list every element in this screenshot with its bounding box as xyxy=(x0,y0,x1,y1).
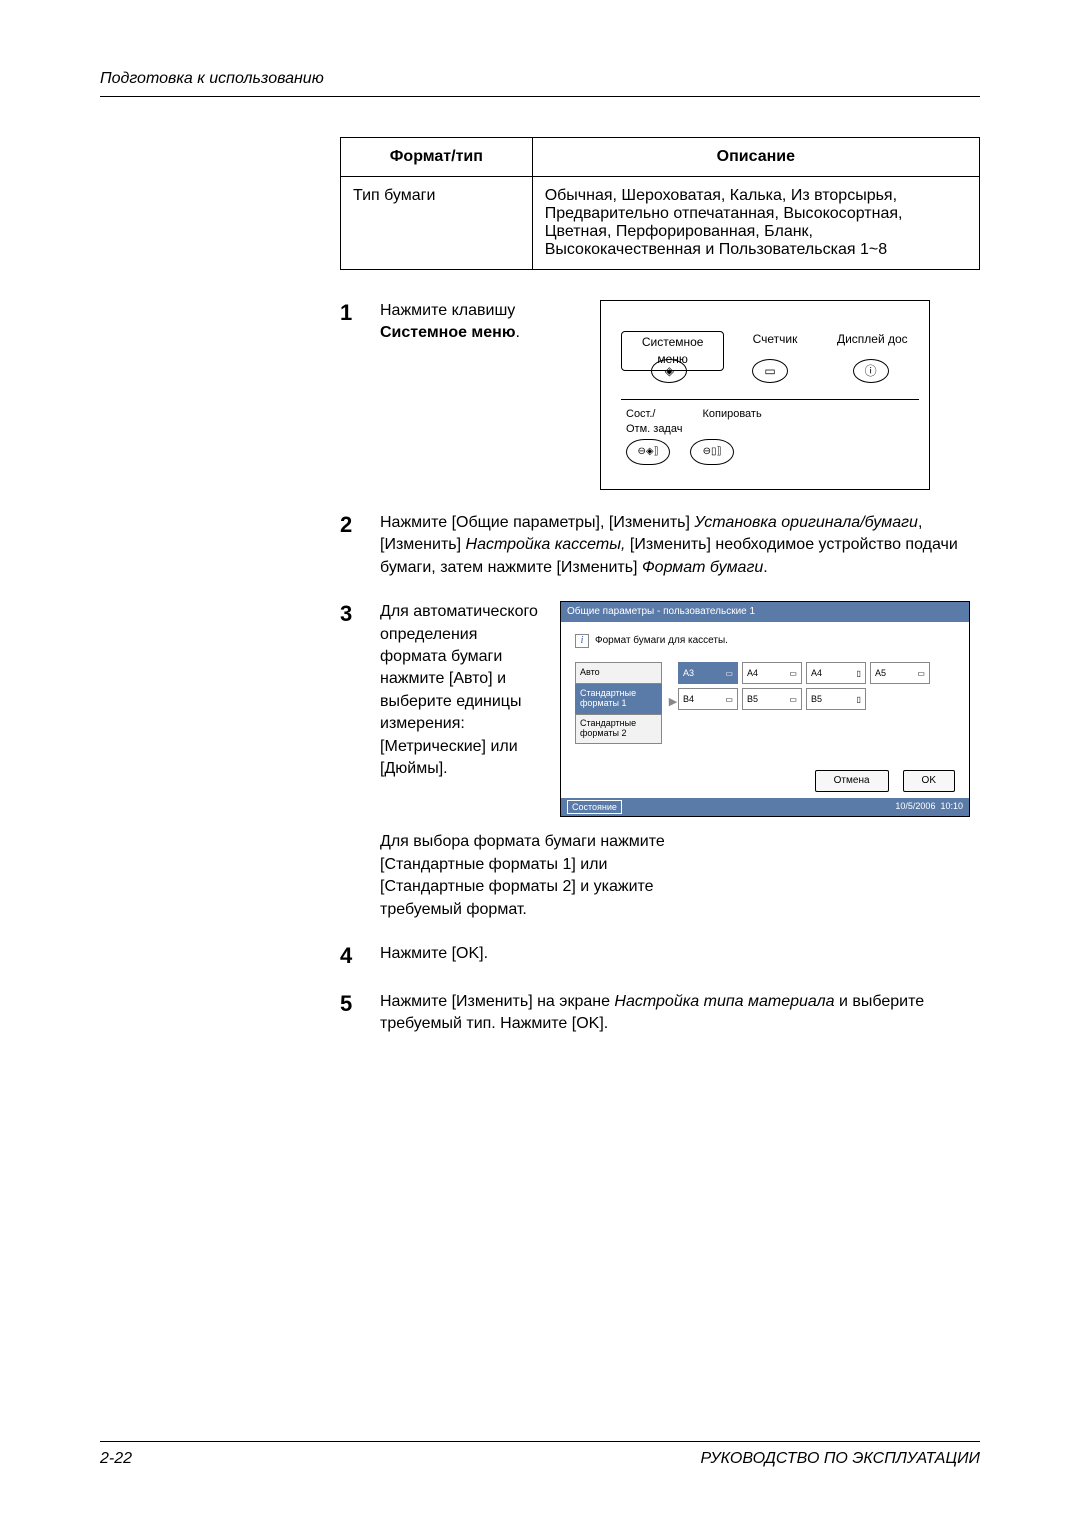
step-number: 3 xyxy=(340,601,380,921)
control-panel-illustration: Системное меню Счетчик Дисплей дос ◈ ▭ ⓘ xyxy=(600,300,930,490)
text-italic: Установка оригинала/бумаги xyxy=(694,514,918,531)
tab-std-1[interactable]: Стандартные форматы 1 xyxy=(575,684,662,714)
size-grid: A3▭ A4▭ A4▯ A5▭ B4▭ B5▭ B5▯ xyxy=(678,662,955,744)
size-a4-p[interactable]: A4▯ xyxy=(806,662,866,684)
panel-icon-3: ⓘ xyxy=(853,359,889,383)
size-b5-l[interactable]: B5▭ xyxy=(742,688,802,710)
tab-auto[interactable]: Авто xyxy=(575,662,662,684)
arrow-icon: ▶ xyxy=(668,662,678,744)
cancel-button[interactable]: Отмена xyxy=(815,770,889,792)
size-a5[interactable]: A5▭ xyxy=(870,662,930,684)
step-number: 2 xyxy=(340,512,380,579)
format-type-table: Формат/тип Описание Тип бумаги Обычная, … xyxy=(340,137,980,270)
step-number: 4 xyxy=(340,943,380,969)
footer-title: РУКОВОДСТВО ПО ЭКСПЛУАТАЦИИ xyxy=(700,1450,980,1468)
step-3: 3 Для автоматического определения формат… xyxy=(340,601,980,921)
size-a3[interactable]: A3▭ xyxy=(678,662,738,684)
page-number: 2-22 xyxy=(100,1450,132,1468)
screen-info-text: Формат бумаги для кассеты. xyxy=(595,634,728,648)
text: Нажмите [Общие параметры], [Изменить] xyxy=(380,514,694,531)
panel-divider xyxy=(621,399,919,400)
panel-label-copy: Копировать xyxy=(702,407,761,438)
text: Сост./ xyxy=(626,408,656,420)
panel-icon-1: ◈ xyxy=(651,359,687,383)
info-icon: i xyxy=(575,634,589,648)
printer-screen-illustration: Общие параметры - пользовательские 1 i Ф… xyxy=(560,601,970,817)
step-number: 1 xyxy=(340,300,380,490)
screen-info-row: i Формат бумаги для кассеты. xyxy=(575,634,955,648)
panel-bottom-icon-2: ⊖▯⟧ xyxy=(690,439,734,465)
step-1-text: Нажмите клавишу Системное меню. xyxy=(380,300,580,490)
step-2: 2 Нажмите [Общие параметры], [Изменить] … xyxy=(340,512,980,579)
size-a4-l[interactable]: A4▭ xyxy=(742,662,802,684)
screen-title: Общие параметры - пользовательские 1 xyxy=(561,602,969,622)
step-3-text-2: Для выбора формата бумаги нажмите [Станд… xyxy=(380,831,680,921)
text: Нажмите [Изменить] на экране xyxy=(380,993,614,1010)
text-italic: Формат бумаги xyxy=(642,559,763,576)
step-5: 5 Нажмите [Изменить] на экране Настройка… xyxy=(340,991,980,1036)
tab-std-2[interactable]: Стандартные форматы 2 xyxy=(575,714,662,744)
step-5-text: Нажмите [Изменить] на экране Настройка т… xyxy=(380,991,980,1036)
page-footer: 2-22 РУКОВОДСТВО ПО ЭКСПЛУАТАЦИИ xyxy=(100,1441,980,1468)
ok-button[interactable]: OK xyxy=(903,770,955,792)
step-4: 4 Нажмите [OK]. xyxy=(340,943,980,969)
status-datetime: 10/5/2006 10:10 xyxy=(895,800,963,815)
text: . xyxy=(763,559,767,576)
size-b4[interactable]: B4▭ xyxy=(678,688,738,710)
status-label: Состояние xyxy=(567,800,622,815)
table-header-row: Формат/тип Описание xyxy=(341,138,980,177)
step-2-text: Нажмите [Общие параметры], [Изменить] Ус… xyxy=(380,512,980,579)
page-header: Подготовка к использованию xyxy=(100,70,980,97)
td-desc: Обычная, Шероховатая, Калька, Из вторсыр… xyxy=(532,177,979,270)
text: Отм. задач xyxy=(626,423,682,435)
panel-label-status: Сост./ Отм. задач xyxy=(626,407,682,438)
th-desc: Описание xyxy=(532,138,979,177)
text: Нажмите клавишу xyxy=(380,302,515,319)
panel-bottom-icon-1: ⊖◈⟧ xyxy=(626,439,670,465)
text: . xyxy=(516,324,520,341)
size-b5-p[interactable]: B5▯ xyxy=(806,688,866,710)
step-3-text-1: Для автоматического определения формата … xyxy=(380,601,540,817)
content-area: Формат/тип Описание Тип бумаги Обычная, … xyxy=(340,137,980,1036)
text-bold: Системное меню xyxy=(380,324,516,341)
step-4-text: Нажмите [OK]. xyxy=(380,943,980,969)
step-1: 1 Нажмите клавишу Системное меню. Систем… xyxy=(340,300,980,490)
table-row: Тип бумаги Обычная, Шероховатая, Калька,… xyxy=(341,177,980,270)
text-italic: Настройка кассеты, xyxy=(466,536,626,553)
th-format: Формат/тип xyxy=(341,138,533,177)
panel-icon-2: ▭ xyxy=(752,359,788,383)
td-format: Тип бумаги xyxy=(341,177,533,270)
text-italic: Настройка типа материала xyxy=(614,993,834,1010)
step-number: 5 xyxy=(340,991,380,1036)
page: Подготовка к использованию Формат/тип Оп… xyxy=(0,0,1080,1528)
